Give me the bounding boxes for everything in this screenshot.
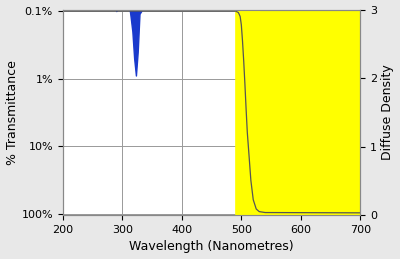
Y-axis label: % Transmittance: % Transmittance: [6, 60, 18, 165]
X-axis label: Wavelength (Nanometres): Wavelength (Nanometres): [129, 240, 294, 254]
Y-axis label: Diffuse Density: Diffuse Density: [382, 64, 394, 160]
